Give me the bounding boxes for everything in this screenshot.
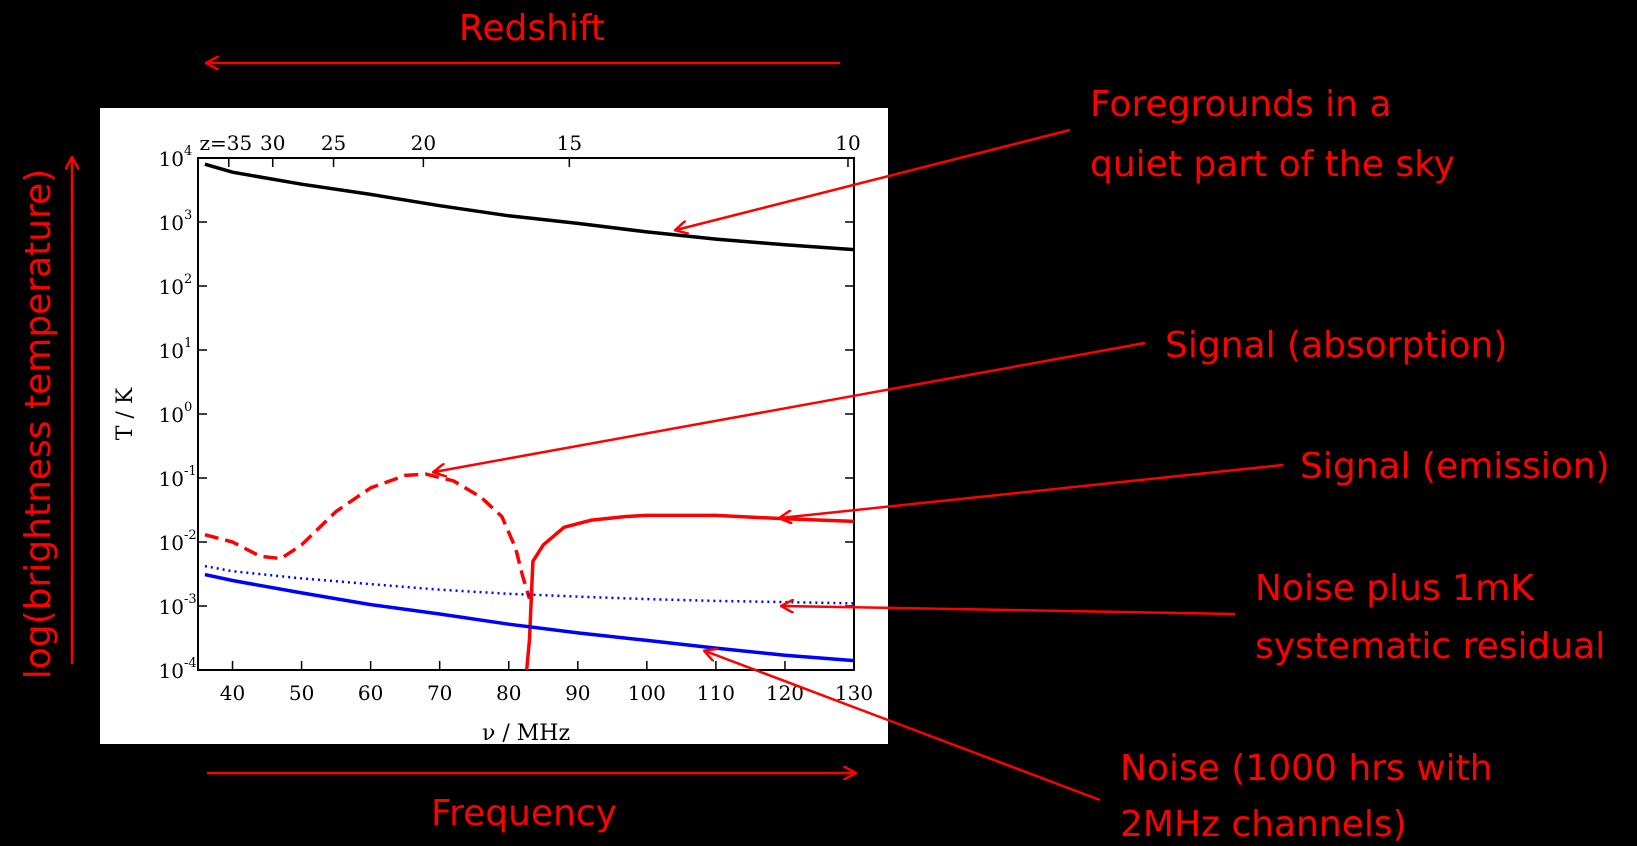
x-tick-label: 90 — [565, 681, 590, 705]
x-tick-label: 40 — [220, 681, 245, 705]
y-tick-label: 10 — [159, 403, 184, 427]
x-tick-label: 70 — [427, 681, 452, 705]
y-tick-exponent: -1 — [184, 464, 197, 479]
top-tick-label: 35 — [227, 131, 252, 155]
x-tick-label: 80 — [496, 681, 521, 705]
y-tick-exponent: 2 — [184, 272, 192, 287]
series-foreground-line — [204, 162, 855, 252]
foregrounds-label-line1: Foregrounds in a — [1090, 84, 1392, 125]
top-tick-label: 25 — [321, 131, 346, 155]
noise-sys-label-line2: systematic residual — [1255, 626, 1605, 667]
chart-panel — [100, 108, 888, 744]
series-layer — [204, 162, 855, 671]
y-tick-label: 10 — [159, 211, 184, 235]
x-tick-label: 110 — [697, 681, 735, 705]
series-emission-line — [524, 513, 855, 671]
top-tick-label: 10 — [835, 131, 860, 155]
y-tick-exponent: 3 — [184, 208, 192, 223]
y-tick-exponent: -3 — [184, 592, 197, 607]
series-noise_sys-line — [204, 564, 855, 605]
top-redshift-axis: z= 35 30 25 20 15 10 — [199, 131, 861, 167]
y-tick-label: 10 — [159, 147, 184, 171]
y-tick-label: 10 — [159, 595, 184, 619]
top-tick-label: 15 — [557, 131, 582, 155]
noise-sys-pointer — [782, 606, 1236, 616]
noise-label-line2: 2MHz channels) — [1120, 804, 1407, 845]
noise-pointer — [705, 651, 1101, 802]
emission-pointer — [780, 463, 1284, 518]
y-tick-label: 10 — [159, 531, 184, 555]
emission-label: Signal (emission) — [1300, 446, 1610, 487]
y-tick-label: 10 — [159, 467, 184, 491]
x-tick-label: 130 — [835, 681, 873, 705]
top-axis-prefix: z= — [199, 131, 226, 155]
x-tick-label: 120 — [766, 681, 804, 705]
series-absorption-line — [204, 472, 532, 600]
y-tick-label: 10 — [159, 659, 184, 683]
x-tick-label: 50 — [289, 681, 314, 705]
series-noise-line — [204, 572, 855, 663]
y-tick-label: 10 — [159, 275, 184, 299]
y-tick-exponent: 0 — [184, 400, 192, 415]
x-tick-label: 60 — [358, 681, 383, 705]
foregrounds-label-line2: quiet part of the sky — [1090, 144, 1455, 185]
noise-sys-label-line1: Noise plus 1mK — [1255, 568, 1535, 609]
x-axis-label: ν / MHz — [482, 721, 570, 746]
y-axis-label: T / K — [113, 387, 138, 440]
y-tick-exponent: -2 — [184, 528, 197, 543]
noise-label-line1: Noise (1000 hrs with — [1120, 748, 1493, 789]
foregrounds-pointer — [676, 128, 1071, 230]
brightness-label: log(brightness temperature) — [18, 169, 59, 680]
y-tick-label: 10 — [159, 339, 184, 363]
top-tick-label: 30 — [260, 131, 285, 155]
y-tick-exponent: 4 — [184, 144, 192, 159]
redshift-label: Redshift — [459, 8, 605, 49]
x-axis: 40 50 60 70 80 90 100 110 120 130 — [220, 661, 873, 705]
y-tick-exponent: 1 — [184, 336, 192, 351]
x-tick-label: 100 — [628, 681, 666, 705]
y-tick-exponent: -4 — [184, 656, 197, 671]
top-tick-label: 20 — [411, 131, 436, 155]
absorption-label: Signal (absorption) — [1165, 325, 1507, 366]
absorption-pointer — [434, 341, 1146, 472]
frequency-label: Frequency — [431, 793, 617, 834]
